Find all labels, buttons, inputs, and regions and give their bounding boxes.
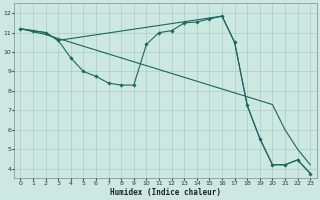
X-axis label: Humidex (Indice chaleur): Humidex (Indice chaleur) [110,188,221,197]
